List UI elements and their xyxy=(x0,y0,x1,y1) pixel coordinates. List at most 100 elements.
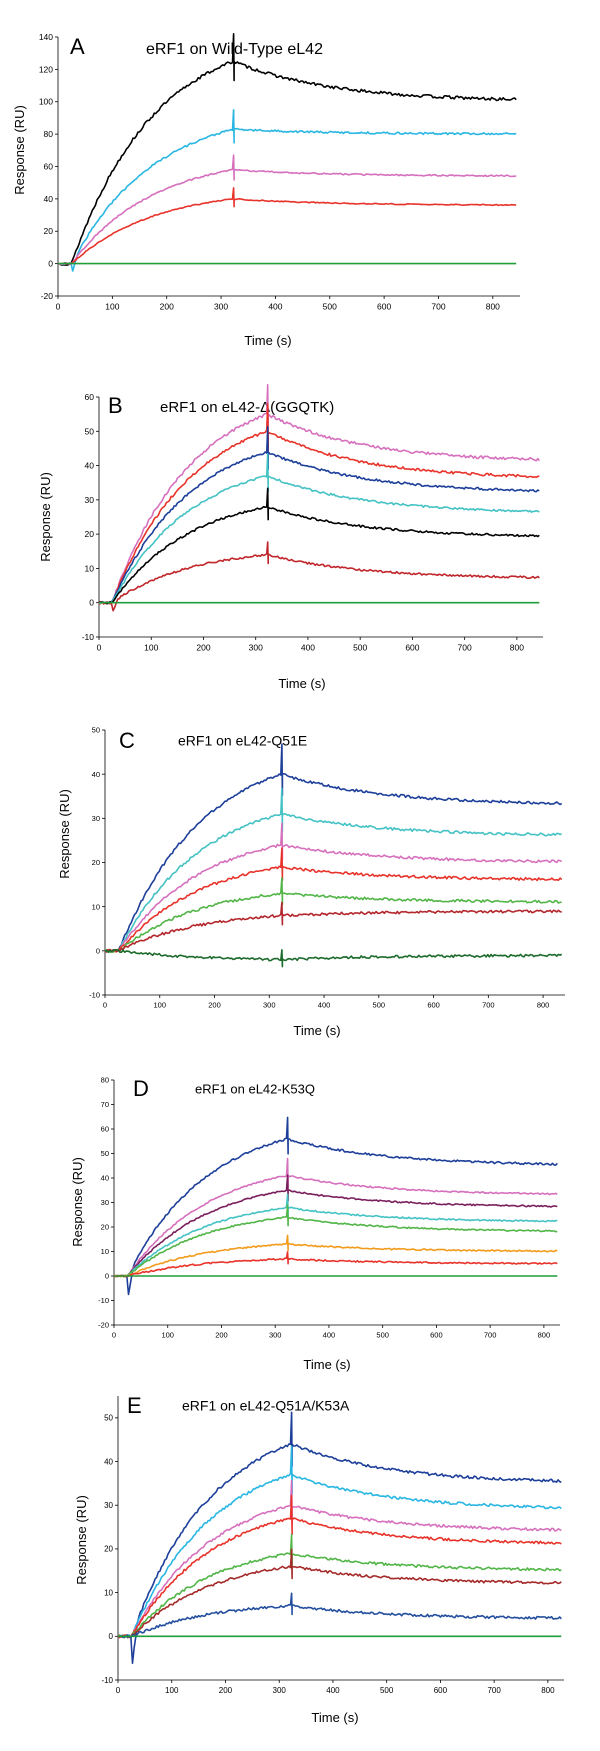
x-axis-title: Time (s) xyxy=(244,333,291,348)
x-tick-label: 0 xyxy=(112,1331,116,1340)
panel-letter: B xyxy=(108,393,123,418)
x-tick-label: 500 xyxy=(323,302,337,312)
x-axis-title: Time (s) xyxy=(293,1023,340,1038)
y-tick-label: 60 xyxy=(85,392,95,402)
x-tick-label: 700 xyxy=(458,643,472,653)
y-tick-label: 0 xyxy=(89,598,94,608)
x-tick-label: 700 xyxy=(431,302,445,312)
x-tick-label: 400 xyxy=(301,643,315,653)
series-line xyxy=(58,187,517,265)
x-tick-label: 400 xyxy=(326,1686,340,1695)
x-axis-title: Time (s) xyxy=(311,1710,358,1725)
x-tick-label: 0 xyxy=(56,302,61,312)
panel-title: eRF1 on eL42-Q51E xyxy=(178,733,307,749)
series-line xyxy=(113,1157,558,1278)
x-tick-label: 700 xyxy=(482,1001,495,1010)
series-line xyxy=(99,403,540,605)
series-line xyxy=(104,847,563,953)
series-line xyxy=(104,743,563,953)
y-tick-label: 40 xyxy=(104,1457,113,1466)
y-axis-title: Response (RU) xyxy=(70,1157,85,1247)
x-tick-label: 500 xyxy=(376,1331,389,1340)
x-axis-title: Time (s) xyxy=(278,676,325,691)
x-tick-label: 800 xyxy=(486,302,500,312)
y-tick-label: 100 xyxy=(39,97,53,107)
series-line xyxy=(57,109,517,272)
y-axis-title: Response (RU) xyxy=(38,472,53,562)
x-tick-label: 200 xyxy=(215,1331,228,1340)
y-axis-title: Response (RU) xyxy=(57,789,72,879)
series-line xyxy=(117,1480,562,1638)
x-tick-label: 200 xyxy=(160,302,174,312)
x-tick-label: 400 xyxy=(318,1001,331,1010)
x-tick-label: 300 xyxy=(269,1331,282,1340)
panel-letter: D xyxy=(133,1076,149,1101)
series-line xyxy=(98,541,540,612)
y-tick-label: 30 xyxy=(85,495,95,505)
x-tick-label: 500 xyxy=(380,1686,394,1695)
y-tick-label: 20 xyxy=(101,1223,109,1232)
series-line xyxy=(113,1193,558,1278)
x-tick-label: 600 xyxy=(430,1331,443,1340)
x-tick-label: 500 xyxy=(373,1001,386,1010)
x-tick-label: 700 xyxy=(487,1686,501,1695)
x-tick-label: 400 xyxy=(268,302,282,312)
series-line xyxy=(113,1174,558,1278)
x-tick-label: 500 xyxy=(353,643,367,653)
panel-letter: C xyxy=(119,728,135,753)
y-tick-label: 120 xyxy=(39,64,53,74)
y-tick-label: 0 xyxy=(105,1272,109,1281)
y-tick-label: 0 xyxy=(48,259,53,269)
y-tick-label: 80 xyxy=(101,1076,109,1085)
y-tick-label: 30 xyxy=(104,1501,113,1510)
x-tick-label: 800 xyxy=(537,1001,550,1010)
y-tick-label: 40 xyxy=(92,770,100,779)
y-tick-label: -20 xyxy=(41,291,54,301)
panel-letter: A xyxy=(70,34,85,59)
x-tick-label: 100 xyxy=(165,1686,179,1695)
x-tick-label: 600 xyxy=(427,1001,440,1010)
series-line xyxy=(113,1251,558,1278)
series-line xyxy=(104,787,563,953)
y-tick-label: 40 xyxy=(85,461,95,471)
series-line xyxy=(98,487,540,605)
y-tick-label: -10 xyxy=(98,1296,109,1305)
y-tick-label: 60 xyxy=(101,1125,109,1134)
series-line xyxy=(117,1533,562,1639)
panel-title: eRF1 on eL42-K53Q xyxy=(195,1081,315,1096)
x-tick-label: 200 xyxy=(219,1686,233,1695)
y-tick-label: 80 xyxy=(44,129,54,139)
series-line xyxy=(104,876,562,953)
y-tick-label: 20 xyxy=(104,1545,113,1554)
y-tick-label: 20 xyxy=(92,858,100,867)
y-tick-label: 40 xyxy=(44,194,54,204)
x-tick-label: 600 xyxy=(434,1686,448,1695)
series-line xyxy=(104,901,562,953)
panel-letter: E xyxy=(127,1393,142,1418)
x-tick-label: 800 xyxy=(538,1331,551,1340)
series-line xyxy=(117,1411,562,1664)
y-tick-label: -10 xyxy=(89,991,100,1000)
y-tick-label: 140 xyxy=(39,32,53,42)
x-tick-label: 400 xyxy=(323,1331,336,1340)
x-tick-label: 100 xyxy=(161,1331,174,1340)
y-tick-label: 10 xyxy=(101,1247,109,1256)
y-tick-label: 50 xyxy=(92,726,100,735)
series-line xyxy=(57,154,517,266)
y-tick-label: -10 xyxy=(82,632,95,642)
x-tick-label: 0 xyxy=(103,1001,107,1010)
y-tick-label: 40 xyxy=(101,1174,109,1183)
x-tick-label: 300 xyxy=(273,1686,287,1695)
y-tick-label: 50 xyxy=(101,1149,109,1158)
x-tick-label: 800 xyxy=(541,1686,555,1695)
y-tick-label: 10 xyxy=(85,563,95,573)
x-tick-label: 200 xyxy=(196,643,210,653)
x-tick-label: 600 xyxy=(377,302,391,312)
series-line xyxy=(104,822,562,953)
y-tick-label: 0 xyxy=(109,1632,114,1641)
series-line xyxy=(117,1445,562,1638)
